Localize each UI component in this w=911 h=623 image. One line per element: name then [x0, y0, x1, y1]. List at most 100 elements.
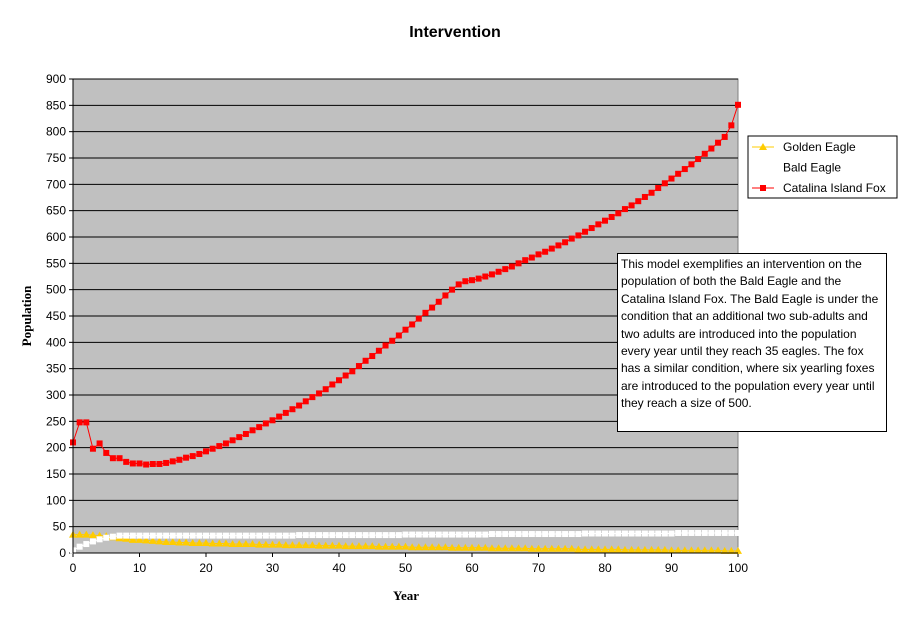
bald-eagle-point: [681, 529, 688, 536]
golden-eagle-point: [235, 540, 244, 548]
bald-eagle-point: [203, 532, 209, 539]
bald-eagle-point: [262, 532, 269, 539]
catalina-island-fox-point: [688, 161, 695, 168]
y-tick-label: 800: [46, 125, 66, 139]
catalina-island-fox-point: [369, 353, 376, 360]
bald-eagle-point: [608, 530, 615, 537]
golden-eagle-point: [501, 544, 510, 552]
catalina-island-fox-point: [602, 217, 608, 224]
catalina-island-fox-point: [628, 202, 635, 209]
golden-eagle-point: [468, 543, 476, 551]
y-tick-label: 0: [59, 546, 66, 560]
y-tick-label: 250: [46, 414, 66, 428]
golden-eagle-point: [195, 538, 204, 546]
bald-eagle-point: [475, 531, 482, 538]
bald-eagle-point: [402, 531, 409, 538]
catalina-island-fox-point: [282, 409, 289, 416]
bald-eagle-point: [535, 531, 542, 538]
bald-eagle-point: [655, 530, 662, 537]
bald-eagle-point: [395, 532, 402, 539]
catalina-island-fox-point: [522, 257, 529, 264]
bald-eagle-point: [562, 531, 569, 538]
bald-eagle-point: [469, 531, 475, 538]
catalina-island-fox-point: [675, 170, 682, 177]
catalina-island-fox-point: [222, 440, 229, 447]
catalina-island-fox-point: [728, 122, 735, 129]
bald-eagle-point: [109, 533, 116, 540]
golden-eagle-point: [434, 543, 443, 551]
catalina-island-fox-point: [449, 286, 456, 293]
catalina-island-fox-point: [568, 235, 575, 242]
catalina-island-fox-point: [735, 101, 741, 108]
catalina-island-fox-point: [469, 277, 475, 284]
legend-marker-golden-eagle: [759, 143, 767, 150]
catalina-island-fox-point: [375, 347, 382, 354]
catalina-island-fox-point: [183, 454, 190, 461]
catalina-island-fox-point: [116, 455, 123, 462]
catalina-island-fox-point: [542, 248, 549, 255]
golden-eagle-point: [647, 545, 656, 553]
bald-eagle-point: [349, 532, 356, 539]
bald-eagle-point: [382, 532, 389, 539]
y-tick-label: 150: [46, 467, 66, 481]
catalina-island-fox-point: [422, 309, 429, 316]
bald-eagle-point: [495, 531, 502, 538]
bald-eagle-point: [548, 531, 555, 538]
golden-eagle-point: [587, 545, 596, 553]
golden-eagle-point: [707, 546, 716, 554]
golden-eagle-point: [228, 540, 237, 548]
catalina-island-fox-point: [203, 448, 209, 455]
catalina-island-fox-point: [681, 166, 688, 173]
catalina-island-fox-point: [402, 326, 409, 333]
golden-eagle-point: [667, 546, 676, 554]
bald-eagle-point: [542, 531, 549, 538]
catalina-island-fox-point: [289, 406, 296, 413]
catalina-island-fox-point: [129, 460, 136, 467]
bald-eagle-point: [296, 532, 303, 539]
catalina-island-fox-point: [415, 315, 422, 322]
catalina-island-fox-point: [715, 139, 722, 146]
catalina-island-fox-point: [588, 225, 595, 232]
bald-eagle-point: [502, 531, 509, 538]
x-tick-label: 40: [332, 561, 346, 575]
golden-eagle-point: [215, 539, 224, 547]
catalina-island-fox-point: [582, 228, 589, 235]
catalina-island-fox-point: [502, 266, 509, 273]
catalina-island-fox-point: [256, 424, 263, 431]
bald-eagle-point: [189, 532, 196, 539]
catalina-island-fox-point: [615, 210, 622, 217]
catalina-island-fox-series: [70, 101, 741, 468]
catalina-island-fox-point: [156, 460, 163, 467]
legend-label-catalina-island-fox: Catalina Island Fox: [783, 181, 886, 195]
legend-label-bald-eagle: Bald Eagle: [783, 161, 841, 175]
catalina-island-fox-point: [648, 189, 655, 196]
golden-eagle-point: [714, 546, 723, 554]
catalina-island-fox-point: [708, 145, 715, 152]
golden-eagle-point: [281, 541, 290, 549]
bald-eagle-point: [83, 541, 90, 548]
golden-eagle-point: [321, 541, 330, 549]
bald-eagle-point: [316, 532, 323, 539]
catalina-island-fox-point: [355, 363, 362, 370]
bald-eagle-point: [588, 530, 595, 537]
catalina-island-fox-point: [575, 232, 582, 239]
catalina-island-fox-point: [362, 357, 369, 364]
bald-eagle-point: [409, 531, 416, 538]
golden-eagle-point: [248, 540, 257, 548]
bald-eagle-point: [389, 532, 396, 539]
catalina-island-fox-point: [96, 440, 103, 447]
bald-eagle-point: [76, 543, 83, 550]
x-axis-title: Year: [393, 588, 419, 603]
catalina-island-fox-point: [143, 461, 150, 468]
catalina-island-fox-point: [169, 458, 176, 465]
catalina-island-fox-point: [163, 459, 170, 466]
catalina-island-fox-point: [236, 434, 243, 441]
catalina-island-fox-point: [435, 298, 442, 305]
bald-eagle-point: [482, 531, 489, 538]
y-tick-label: 850: [46, 98, 66, 112]
catalina-island-fox-point: [189, 453, 196, 460]
catalina-island-fox-point: [641, 193, 648, 200]
bald-eagle-point: [229, 532, 236, 539]
catalina-island-fox-point: [475, 275, 482, 282]
catalina-island-fox-point: [269, 417, 276, 424]
